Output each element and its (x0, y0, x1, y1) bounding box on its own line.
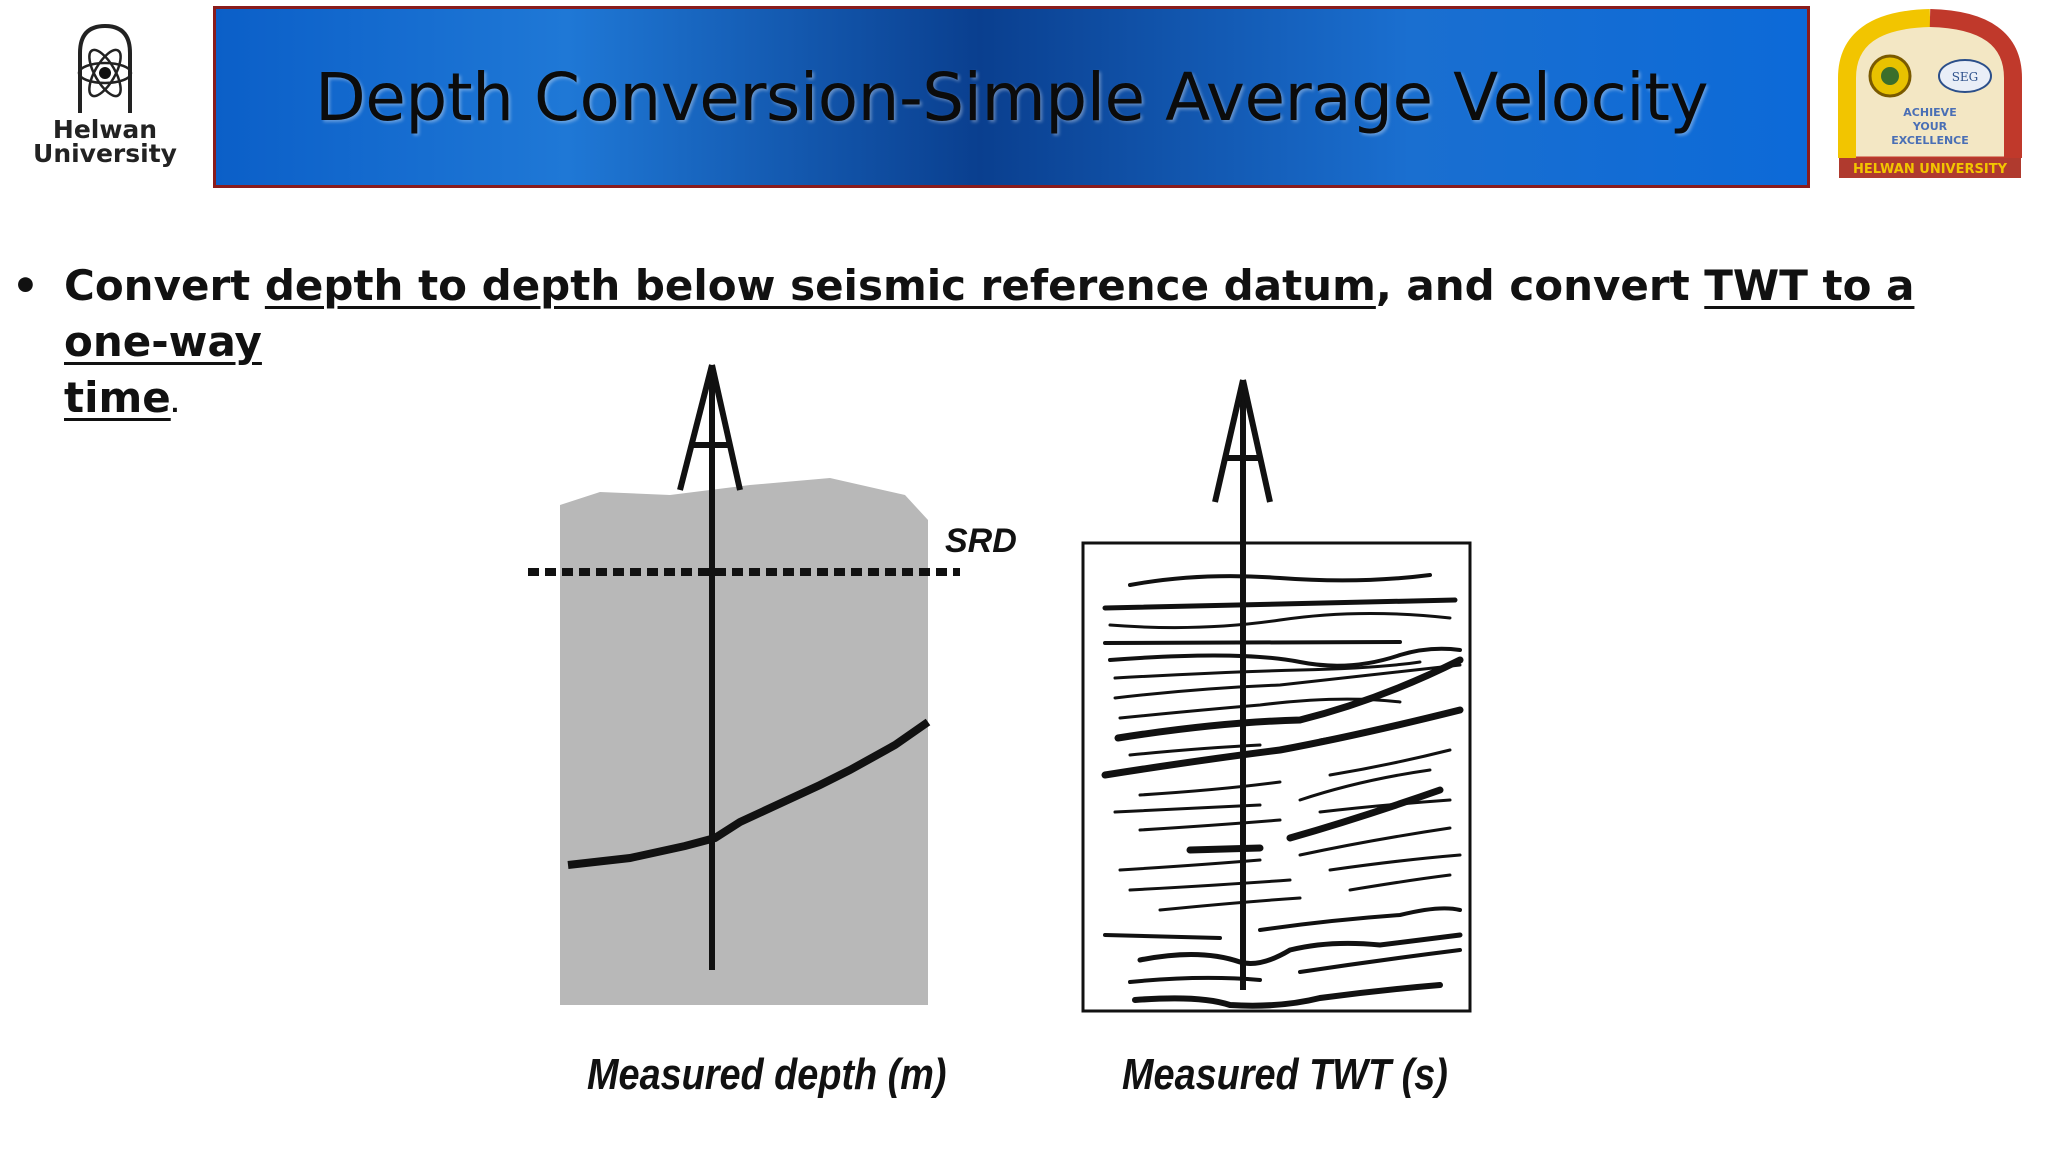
well-derrick-icon (1212, 379, 1273, 990)
slide-title: Depth Conversion-Simple Average Velocity (314, 58, 1709, 136)
underlined-phrase-2: TWT to a one-way (64, 261, 1915, 366)
bullet-period: . (170, 393, 180, 418)
logo-line-2: University (33, 139, 177, 168)
depth-horizon (567, 718, 931, 869)
seismic-reflectors (1101, 573, 1464, 1009)
logo-line-1: Helwan (52, 115, 158, 144)
measured-depth-panel: SRD (528, 364, 1017, 1005)
underlined-phrase-3: time (64, 373, 171, 422)
well-derrick-icon (677, 364, 743, 970)
aapg-seg-chapter-logo: SEG ACHIEVE YOUR EXCELLENCE HELWAN UNIVE… (1835, 8, 2025, 180)
caption-measured-depth: Measured depth (m) (587, 1050, 947, 1099)
bullet-icon: • (12, 261, 39, 310)
srd-label: SRD (945, 522, 1017, 560)
motto-line-1: ACHIEVE (1903, 106, 1956, 119)
logo-banner-text: HELWAN UNIVERSITY (1853, 162, 2008, 177)
atom-emblem-icon (77, 23, 133, 113)
motto-line-3: EXCELLENCE (1891, 134, 1969, 147)
underlined-phrase-1: depth to depth below seismic reference d… (264, 261, 1376, 310)
bullet-part-1: Convert (64, 261, 265, 310)
title-banner: Depth Conversion-Simple Average Velocity (213, 6, 1810, 188)
measured-twt-panel (1081, 379, 1472, 1013)
helwan-university-logo: Helwan University (30, 18, 180, 168)
motto-line-2: YOUR (1912, 120, 1948, 133)
depth-vs-twt-figure: SRD (500, 350, 1520, 1120)
bullet-text: Convert depth to depth below seismic ref… (64, 258, 1964, 434)
seg-badge-text: SEG (1952, 70, 1979, 84)
bullet-part-2: , and convert (1375, 261, 1705, 310)
caption-measured-twt: Measured TWT (s) (1122, 1050, 1448, 1099)
